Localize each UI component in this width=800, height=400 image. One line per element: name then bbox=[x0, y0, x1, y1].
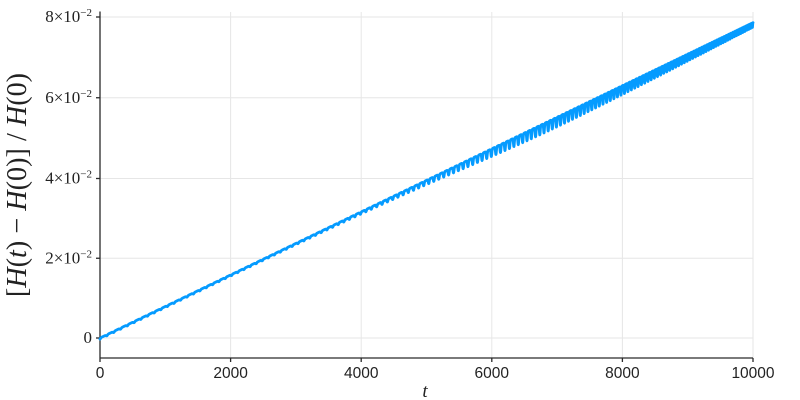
svg-text:0: 0 bbox=[96, 365, 105, 382]
svg-text:[H(t) − H(0)] / H(0): [H(t) − H(0)] / H(0) bbox=[2, 73, 33, 297]
svg-text:2×10−2: 2×10−2 bbox=[45, 248, 92, 267]
svg-text:6000: 6000 bbox=[475, 365, 510, 382]
svg-text:4000: 4000 bbox=[344, 365, 379, 382]
svg-text:10000: 10000 bbox=[731, 365, 774, 382]
svg-text:8×10−2: 8×10−2 bbox=[45, 7, 92, 26]
svg-text:t: t bbox=[422, 381, 428, 400]
svg-text:2000: 2000 bbox=[213, 365, 248, 382]
svg-text:4×10−2: 4×10−2 bbox=[45, 169, 92, 188]
svg-text:0: 0 bbox=[84, 328, 93, 347]
svg-text:6×10−2: 6×10−2 bbox=[45, 88, 92, 107]
svg-text:8000: 8000 bbox=[605, 365, 640, 382]
